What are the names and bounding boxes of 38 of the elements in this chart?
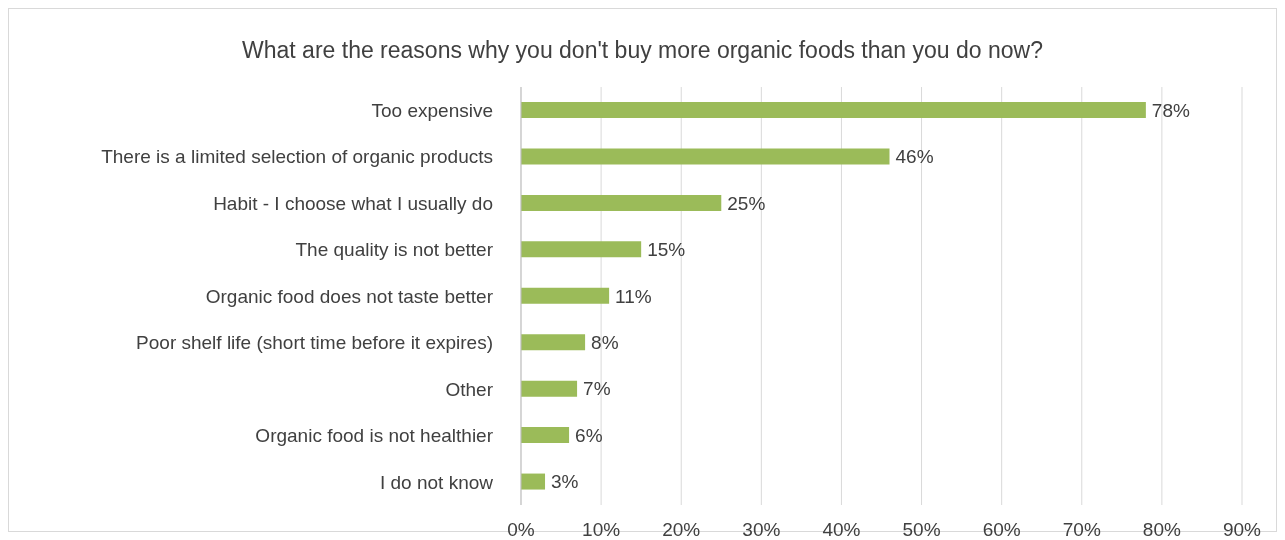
x-tick-label: 90%	[1222, 519, 1262, 540]
x-tick-label: 80%	[1142, 519, 1182, 540]
y-tick-label: Poor shelf life (short time before it expires)	[136, 332, 493, 354]
data-label: 11%	[615, 285, 652, 307]
bar	[521, 287, 610, 304]
y-tick-label: Habit - I choose what I usually do	[213, 192, 493, 214]
bar	[521, 473, 546, 490]
chart-title: What are the reasons why you don't buy more organic foods than you do now?	[241, 37, 1044, 65]
data-label: 78%	[1151, 99, 1190, 121]
x-tick-label: 10%	[582, 519, 621, 540]
data-label: 7%	[583, 378, 611, 400]
data-label: 46%	[895, 146, 934, 168]
x-tick-label: 50%	[902, 519, 941, 540]
y-tick-label: The quality is not better	[295, 239, 494, 261]
y-tick-label: Too expensive	[371, 99, 493, 121]
data-label: 15%	[647, 239, 686, 261]
y-tick-label: Organic food is not healthier	[255, 425, 494, 447]
y-tick-label: There is a limited selection of organic products	[101, 146, 493, 168]
y-tick-label: I do not know	[379, 471, 494, 493]
x-tick-label: 70%	[1062, 519, 1101, 540]
x-tick-label: 20%	[662, 519, 701, 540]
bar	[521, 241, 642, 258]
data-label: 25%	[727, 192, 766, 214]
bar	[521, 148, 890, 165]
data-label: 3%	[551, 471, 579, 493]
y-tick-label: Other	[445, 378, 494, 400]
x-tick-label: 30%	[742, 519, 781, 540]
y-tick-label: Organic food does not taste better	[205, 285, 494, 307]
bar	[521, 334, 586, 351]
bar	[521, 102, 1146, 118]
data-label: 8%	[591, 331, 619, 353]
x-tick-label: 40%	[822, 519, 861, 540]
x-tick-label: 0%	[507, 519, 535, 540]
bar	[521, 380, 578, 397]
x-tick-label: 60%	[982, 519, 1021, 540]
data-label: 6%	[575, 424, 603, 446]
bar	[521, 194, 722, 211]
bar	[521, 427, 570, 444]
